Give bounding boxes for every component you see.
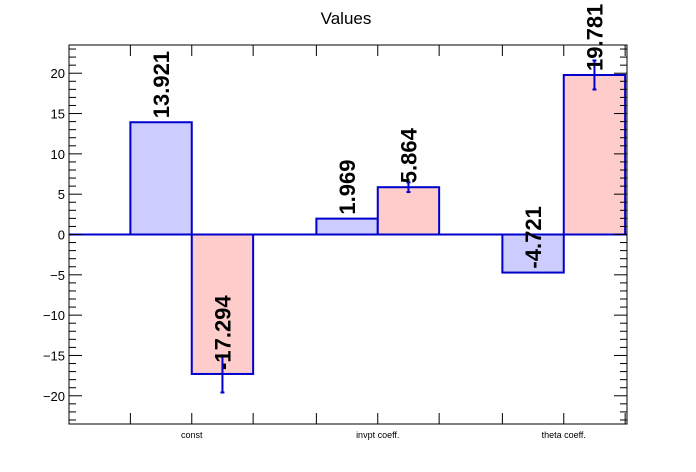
y-tick-label: −10 <box>43 308 65 323</box>
y-tick-label: 10 <box>51 147 65 162</box>
bar-1-1 <box>129 121 193 236</box>
data-label-1-1: 13.921 <box>149 51 174 118</box>
y-tick-label: −5 <box>50 268 65 283</box>
y-tick-label: 15 <box>51 107 65 122</box>
bar-2-1 <box>190 233 255 375</box>
bar-2-2 <box>376 186 441 236</box>
data-label-2-2: 5.864 <box>396 127 421 183</box>
bar-1-3 <box>501 233 565 274</box>
data-label-1-2: 1.969 <box>335 160 360 215</box>
data-label-1-3: -4.721 <box>521 206 546 268</box>
data-label-2-3: 19.781 <box>582 4 607 71</box>
bar-2-3 <box>562 73 627 236</box>
y-tick-label: 0 <box>58 228 65 243</box>
chart-title: Values <box>321 9 372 28</box>
x-category-label: invpt coeff. <box>356 430 399 440</box>
data-label-2-1: -17.294 <box>210 295 235 370</box>
y-tick-label: −15 <box>43 348 65 363</box>
x-category-label: const <box>181 430 203 440</box>
y-tick-label: 20 <box>51 66 65 81</box>
bar-1-2 <box>315 217 379 236</box>
y-tick-label: 5 <box>58 187 65 202</box>
y-tick-label: −20 <box>43 389 65 404</box>
x-category-label: theta coeff. <box>542 430 586 440</box>
